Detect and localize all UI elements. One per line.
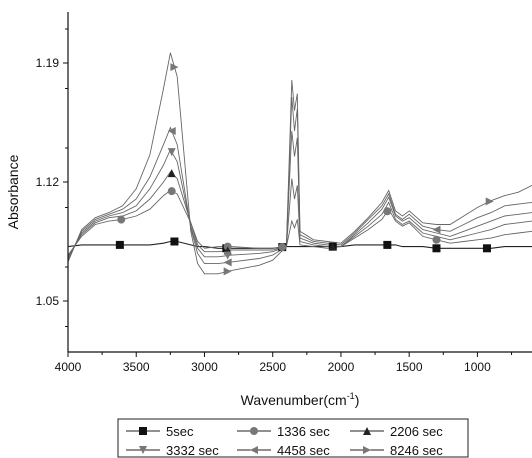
x-axis-label-unit-exponent: -1 xyxy=(347,391,355,401)
series-line-3 xyxy=(68,130,532,259)
series-4-marker-1 xyxy=(223,258,232,267)
series-1-marker-0 xyxy=(117,215,126,224)
series-0-marker-1 xyxy=(170,237,179,246)
marker-layer xyxy=(115,63,494,276)
series-0-marker-7 xyxy=(482,244,491,253)
series-2-marker-2 xyxy=(328,242,337,251)
legend-marker-2 xyxy=(363,427,371,435)
series-line-5 xyxy=(68,52,532,275)
series-3-marker-0 xyxy=(167,148,176,157)
series-line-1 xyxy=(68,189,532,256)
series-1-marker-4 xyxy=(383,207,392,216)
series-5-marker-0 xyxy=(170,63,179,72)
series-5-marker-1 xyxy=(223,267,232,276)
y-tick-label-2: 1.19 xyxy=(36,56,60,70)
series-line-0 xyxy=(68,240,532,249)
x-axis-label: Wavenumber(cm-1) xyxy=(241,391,360,408)
series-0-marker-0 xyxy=(115,240,124,249)
legend-box xyxy=(117,418,469,458)
x-tick-label-1: 3500 xyxy=(123,360,150,374)
series-4-marker-2 xyxy=(432,225,441,234)
series-1-marker-1 xyxy=(167,187,176,196)
y-tick-label-0: 1.05 xyxy=(36,294,60,308)
axes-layer: 1.05 1.12 1.19 4000 3500 3000 2500 2000 1500 1000 xyxy=(36,12,532,374)
legend-label-0: 5sec xyxy=(166,424,194,439)
series-2-marker-0 xyxy=(167,169,176,178)
y-tick-label-1: 1.12 xyxy=(36,175,60,189)
x-tick-label-4: 2000 xyxy=(328,360,355,374)
legend-marker-5 xyxy=(363,446,371,454)
x-axis-label-close: ) xyxy=(355,392,360,408)
x-tick-label-2: 3000 xyxy=(191,360,218,374)
legend-label-5: 8246 sec xyxy=(390,443,443,458)
series-4-marker-0 xyxy=(167,127,176,135)
legend-label-4: 4458 sec xyxy=(277,443,330,458)
series-0-marker-6 xyxy=(432,244,441,253)
legend-label-1: 1336 sec xyxy=(277,424,330,439)
x-tick-label-3: 2500 xyxy=(259,360,286,374)
x-tick-label-0: 4000 xyxy=(55,360,82,374)
legend-marker-4 xyxy=(250,446,258,454)
series-1-marker-5 xyxy=(432,235,441,244)
series-1-marker-3 xyxy=(278,243,287,252)
legend-marker-0 xyxy=(139,427,147,435)
legend-label-2: 2206 sec xyxy=(390,424,443,439)
legend-marker-1 xyxy=(250,427,258,435)
y-axis-label: Absorbance xyxy=(5,154,21,229)
x-tick-label-6: 1000 xyxy=(464,360,491,374)
series-0-marker-5 xyxy=(383,240,392,249)
legend: 5sec 1336 sec 2206 sec 3332 sec 4458 sec 8246… xyxy=(117,418,469,458)
series-layer xyxy=(68,52,532,275)
legend-label-3: 3332 sec xyxy=(166,443,219,458)
series-3-marker-1 xyxy=(223,251,232,260)
x-axis-label-main: Wavenumber(cm xyxy=(241,392,347,408)
x-tick-label-5: 1500 xyxy=(396,360,423,374)
legend-marker-3 xyxy=(139,446,147,454)
series-line-2 xyxy=(68,171,532,258)
series-5-marker-2 xyxy=(485,197,494,206)
